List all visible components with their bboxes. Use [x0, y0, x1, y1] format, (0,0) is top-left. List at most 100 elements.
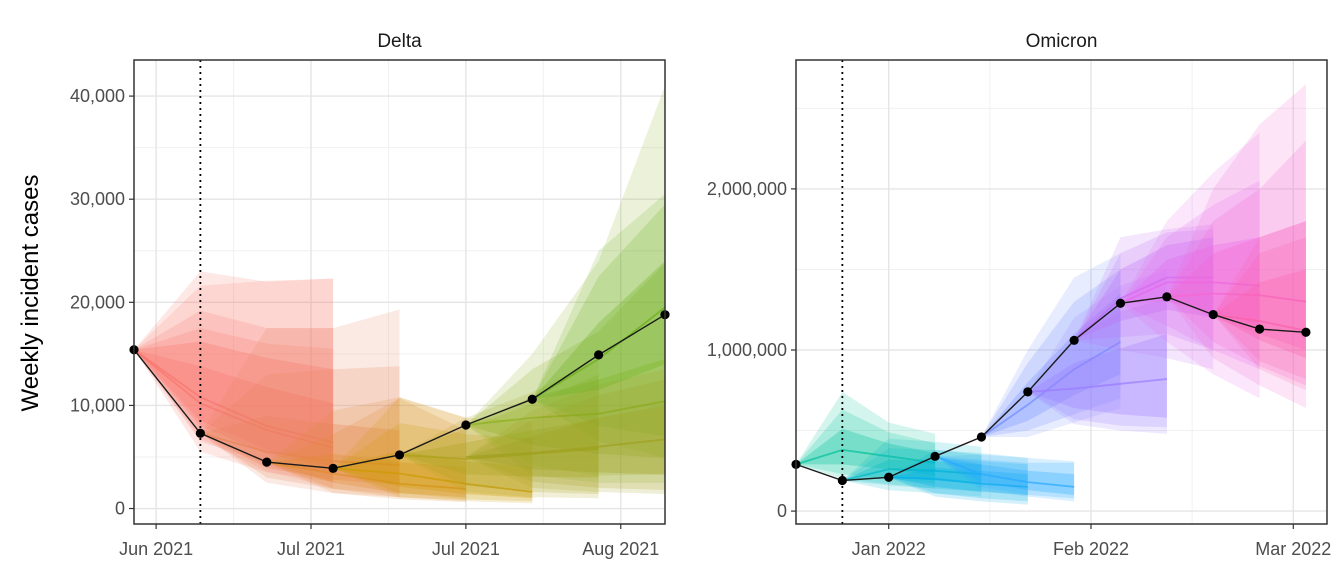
interval-90-band — [981, 269, 1121, 437]
interval-50-band — [1213, 269, 1306, 359]
forecast-median-line — [888, 476, 1028, 488]
x-tick-label: Jul 2021 — [277, 539, 345, 559]
forecast — [1120, 132, 1260, 399]
x-tick-label: Jan 2022 — [852, 539, 926, 559]
forecast-median-line — [934, 455, 1075, 488]
interval-95-band — [981, 253, 1121, 437]
observed-point — [976, 432, 987, 442]
interval-95-band — [1213, 221, 1306, 391]
interval-50-band — [532, 261, 665, 400]
forecast-median-line — [795, 448, 936, 466]
interval-50-band — [1166, 221, 1306, 350]
observed-point — [328, 463, 338, 473]
observed-point — [1162, 292, 1172, 302]
observed-point — [527, 394, 537, 404]
forecast — [1027, 269, 1167, 434]
observed-point — [930, 451, 940, 461]
forecast-median-line — [1027, 378, 1167, 393]
interval-95-band — [1120, 132, 1260, 399]
interval-50-band — [399, 418, 599, 478]
interval-90-band — [1213, 237, 1306, 379]
observed-point — [1115, 298, 1126, 308]
forecast-median-line — [333, 467, 533, 493]
observed-point — [195, 428, 205, 438]
forecast-median-line — [1166, 292, 1307, 303]
forecast-median-line — [1213, 313, 1307, 332]
interval-90-band — [1074, 229, 1214, 350]
interval-95-band — [399, 359, 599, 499]
y-tick-label: 40,000 — [70, 86, 125, 106]
interval-90-band — [465, 379, 665, 490]
x-tick-label: Jun 2021 — [119, 539, 193, 559]
forecast — [465, 369, 666, 495]
interval-90-band — [333, 423, 533, 502]
interval-95-band — [1166, 84, 1306, 408]
interval-90-band — [1120, 180, 1260, 370]
interval-95-band — [134, 271, 334, 482]
observed-point — [1069, 335, 1079, 345]
interval-50-band — [266, 453, 466, 498]
panel-delta: 0 10,000 20,000 30,000 40,000 Jun 2021 Jul 202… — [70, 31, 670, 559]
interval-90-band — [1027, 298, 1167, 428]
forecast — [200, 309, 400, 498]
observed-point — [394, 450, 405, 460]
y-axis-label: Weekly incident cases — [17, 175, 44, 412]
forecast — [1213, 221, 1307, 391]
forecast-median-line — [133, 348, 334, 444]
observed-point — [884, 472, 894, 482]
interval-50-band — [935, 456, 1075, 495]
interval-95-band — [465, 85, 665, 483]
forecast-median-line — [266, 461, 466, 490]
interval-50-band — [200, 415, 400, 485]
interval-95-band — [200, 309, 400, 498]
interval-95-band — [842, 438, 982, 497]
y-tick-label: 0 — [115, 499, 125, 519]
panel-title: Delta — [377, 31, 422, 52]
y-tick-label: 20,000 — [70, 292, 125, 312]
interval-95-band — [796, 391, 936, 489]
interval-50-band — [1027, 333, 1167, 418]
y-tick-label: 1,000,000 — [707, 340, 787, 360]
interval-95-band — [532, 194, 665, 457]
interval-50-band — [465, 359, 665, 458]
observed-point — [262, 457, 272, 467]
interval-95-band — [888, 449, 1028, 505]
panel-omicron: 0 1,000,000 2,000,000 Jan 2022 Feb 2022 Mar 2… — [707, 31, 1331, 559]
interval-95-band — [465, 369, 665, 495]
plot-background — [134, 60, 665, 524]
x-tick-label: Mar 2022 — [1255, 539, 1331, 559]
forecast — [133, 271, 334, 482]
x-tick-label: Aug 2021 — [582, 539, 659, 559]
forecast-median-line — [133, 349, 334, 449]
panel-title: Omicron — [1026, 31, 1098, 52]
forecast — [888, 449, 1028, 505]
forecast-median-line — [1120, 281, 1260, 305]
interval-90-band — [266, 398, 466, 501]
interval-95-band — [1027, 269, 1167, 434]
y-tick-label: 2,000,000 — [707, 179, 787, 199]
observed-point — [594, 350, 604, 360]
x-tick-label: Jul 2021 — [432, 539, 500, 559]
observed-point — [1023, 387, 1033, 397]
y-tick-label: 30,000 — [70, 189, 125, 209]
forecast-median-line — [465, 400, 666, 426]
observed-point — [1208, 309, 1218, 320]
y-tick-label: 0 — [777, 501, 787, 521]
observed-line — [795, 296, 1306, 482]
forecast — [133, 278, 334, 488]
panel-border — [795, 59, 1328, 525]
observed-point — [837, 475, 847, 486]
forecast — [465, 85, 666, 483]
forecast — [934, 454, 1075, 502]
interval-95-band — [134, 278, 334, 488]
forecast-median-line — [842, 468, 982, 482]
interval-90-band — [796, 409, 936, 484]
forecast-median-line — [465, 438, 666, 458]
interval-50-band — [465, 405, 665, 475]
interval-90-band — [134, 310, 334, 474]
interval-50-band — [134, 349, 334, 468]
observed-point — [1301, 327, 1311, 337]
y-tick-label: 10,000 — [70, 395, 125, 415]
forecast-median-line — [1073, 276, 1214, 341]
